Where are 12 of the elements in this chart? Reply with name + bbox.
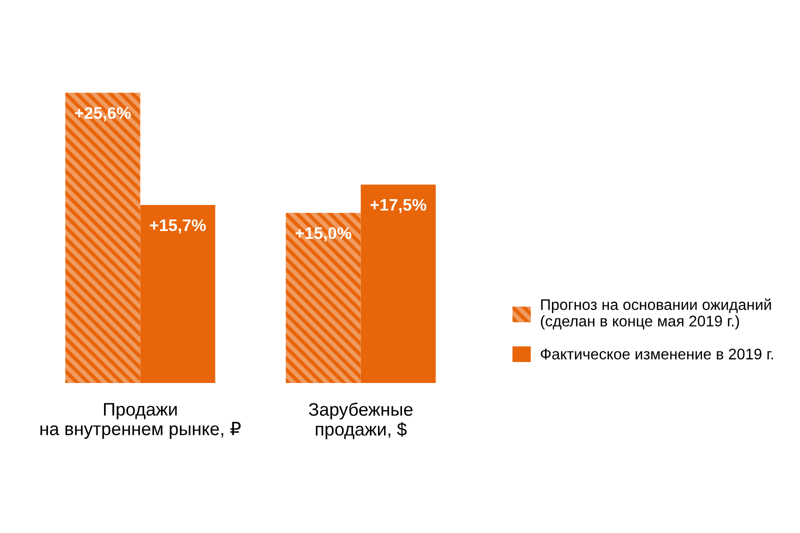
legend-label: Фактическое изменение в 2019 г. xyxy=(540,348,773,360)
data-label: +25,6% xyxy=(74,107,131,122)
data-label: +15,0% xyxy=(295,227,352,242)
data-label: +17,5% xyxy=(370,198,426,214)
legend-label: Прогноз на основании ожиданий (сделан в конце мая 2019 г.) xyxy=(540,298,771,330)
data-label: +15,7% xyxy=(150,219,206,234)
x-tick-label: Продажи на внутреннем рынке, ₽ xyxy=(40,403,241,439)
x-tick-label: Зарубежные продажи, $ xyxy=(308,402,412,440)
bar xyxy=(65,92,140,383)
bar xyxy=(286,212,361,383)
bar xyxy=(140,204,216,383)
bar xyxy=(360,184,436,383)
